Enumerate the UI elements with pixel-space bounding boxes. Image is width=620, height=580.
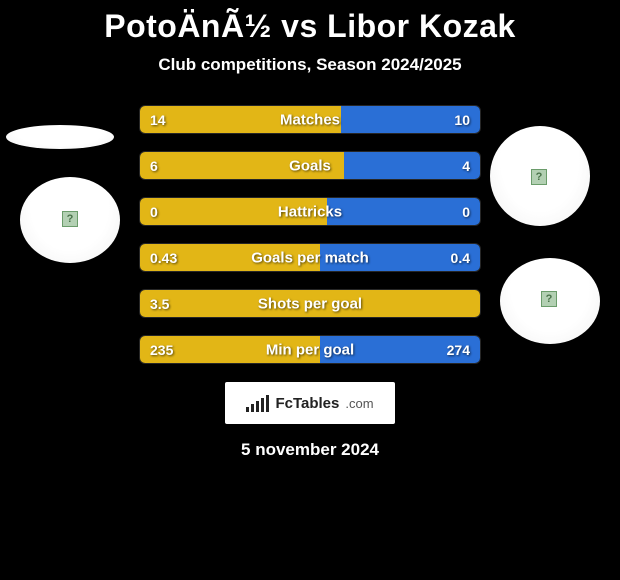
mini-bar [256, 401, 259, 412]
bar-left-value: 3.5 [150, 296, 169, 312]
placeholder-icon: ? [541, 291, 557, 307]
bar-right-value: 0 [462, 204, 470, 220]
date-label: 5 november 2024 [0, 440, 620, 460]
bar-right-fill [344, 152, 480, 179]
badge-brand: FcTables [275, 395, 339, 412]
bar-label: Shots per goal [258, 295, 362, 312]
comparison-bars: 14 Matches 10 6 Goals 4 0 Hattricks 0 0.43 Goals p… [139, 105, 481, 364]
badge-domain: .com [345, 396, 373, 411]
avatar-shadow-left [6, 125, 114, 149]
bar-left-value: 235 [150, 342, 173, 358]
mini-bar [251, 404, 254, 412]
bar-label: Goals per match [251, 249, 369, 266]
bar-label: Matches [280, 111, 340, 128]
bar-right-value: 10 [454, 112, 470, 128]
stat-bar: 6 Goals 4 [139, 151, 481, 180]
bar-chart-icon [246, 394, 269, 412]
bar-left-value: 6 [150, 158, 158, 174]
placeholder-icon: ? [62, 211, 78, 227]
bar-right-value: 4 [462, 158, 470, 174]
bar-label: Hattricks [278, 203, 342, 220]
bar-right-value: 274 [447, 342, 470, 358]
placeholder-icon: ? [531, 169, 547, 185]
bar-label: Goals [289, 157, 331, 174]
bar-label: Min per goal [266, 341, 354, 358]
bar-left-value: 0 [150, 204, 158, 220]
mini-bar [246, 407, 249, 412]
page-title: PotoÄnÃ½ vs Libor Kozak [0, 0, 620, 45]
subtitle: Club competitions, Season 2024/2025 [0, 55, 620, 75]
bar-right-fill [327, 198, 480, 225]
fctables-badge[interactable]: FcTables .com [225, 382, 395, 424]
bar-left-value: 0.43 [150, 250, 177, 266]
stat-bar: 0.43 Goals per match 0.4 [139, 243, 481, 272]
stat-bar: 235 Min per goal 274 [139, 335, 481, 364]
mini-bar [261, 398, 264, 412]
stat-bar: 3.5 Shots per goal [139, 289, 481, 318]
mini-bar [266, 395, 269, 412]
stat-bar: 14 Matches 10 [139, 105, 481, 134]
stat-bar: 0 Hattricks 0 [139, 197, 481, 226]
bar-left-value: 14 [150, 112, 166, 128]
bar-right-value: 0.4 [451, 250, 470, 266]
